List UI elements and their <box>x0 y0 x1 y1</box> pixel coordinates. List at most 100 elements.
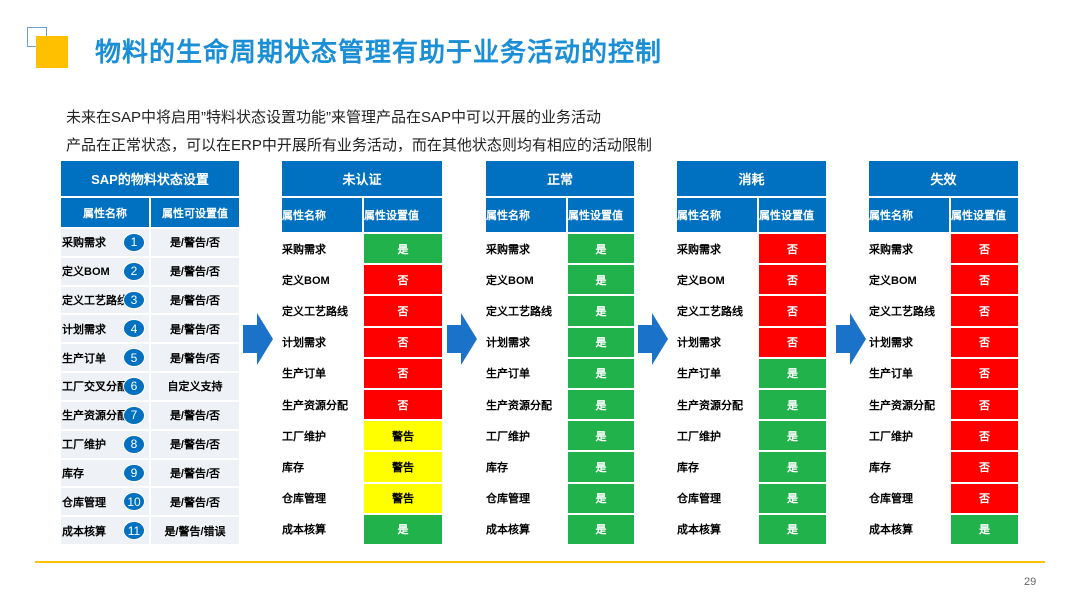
status-value: 是 <box>758 451 827 483</box>
row-value: 自定义支持 <box>150 372 240 401</box>
row-label: 计划需求 <box>281 326 363 358</box>
status-value: 否 <box>758 264 827 296</box>
status-value: 是 <box>363 513 443 545</box>
column-header: 属性设置值 <box>363 197 443 233</box>
arrow-shape <box>447 313 477 365</box>
status-value: 否 <box>950 420 1019 452</box>
row-label: 成本核算 <box>868 513 950 545</box>
status-value: 否 <box>950 264 1019 296</box>
status-value: 是 <box>758 389 827 421</box>
row-value: 是/警告/否 <box>150 487 240 517</box>
row-value: 是/警告/否 <box>150 429 240 459</box>
arrow-shape <box>243 313 273 365</box>
row-label: 定义BOM <box>676 264 758 296</box>
row-value: 是/警告/否 <box>150 228 240 257</box>
status-value: 否 <box>363 295 443 327</box>
row-label: 生产资源分配 <box>868 389 950 421</box>
status-value: 是 <box>567 264 635 296</box>
row-number: 10 <box>123 492 145 512</box>
column-header: 属性名称 <box>281 197 363 233</box>
table-title: 失效 <box>868 160 1019 197</box>
row-label: 定义工艺路线 <box>868 295 950 327</box>
row-number: 4 <box>123 319 145 339</box>
status-value: 是 <box>567 326 635 358</box>
status-value: 警告 <box>363 420 443 452</box>
row-label: 仓库管理 <box>281 482 363 514</box>
row-label: 生产资源分配 <box>281 389 363 421</box>
row-label: 定义工艺路线 <box>485 295 567 327</box>
status-value: 否 <box>363 389 443 421</box>
status-value: 是 <box>758 420 827 452</box>
intro-line: 产品在正常状态，可以在ERP中开展所有业务活动，而在其他状态则均有相应的活动限制 <box>66 137 652 154</box>
column-header: 属性名称 <box>676 197 758 233</box>
table-title: 未认证 <box>281 160 443 197</box>
status-value: 否 <box>950 295 1019 327</box>
row-label: 定义工艺路线 <box>60 285 150 315</box>
status-value: 是 <box>758 482 827 514</box>
status-value: 否 <box>758 233 827 265</box>
status-value: 是 <box>758 513 827 545</box>
row-label: 仓库管理 <box>868 482 950 514</box>
row-label: 库存 <box>281 451 363 483</box>
row-label: 工厂交叉分配 <box>60 372 150 401</box>
row-label: 仓库管理 <box>676 482 758 514</box>
status-value: 否 <box>758 295 827 327</box>
status-value: 否 <box>363 326 443 358</box>
row-label: 定义工艺路线 <box>281 295 363 327</box>
table-title: 正常 <box>485 160 635 197</box>
row-label: 工厂维护 <box>676 420 758 452</box>
row-number: 11 <box>123 521 145 540</box>
column-header: 属性名称 <box>60 197 150 228</box>
row-label: 采购需求 <box>281 233 363 265</box>
row-label: 生产订单 <box>485 357 567 389</box>
page-number: 29 <box>1024 576 1037 588</box>
row-label: 工厂维护 <box>281 420 363 452</box>
row-label: 仓库管理 <box>485 482 567 514</box>
row-label: 采购需求 <box>676 233 758 265</box>
status-value: 否 <box>758 326 827 358</box>
status-value: 警告 <box>363 482 443 514</box>
column-header: 属性名称 <box>485 197 567 233</box>
row-number: 2 <box>123 261 145 281</box>
arrow <box>243 313 273 365</box>
row-label: 计划需求 <box>676 326 758 358</box>
row-value: 是/警告/否 <box>150 400 240 430</box>
row-number: 8 <box>123 434 145 454</box>
row-value: 是/警告/错误 <box>150 516 240 545</box>
row-label: 计划需求 <box>485 326 567 358</box>
status-value: 否 <box>950 326 1019 358</box>
status-value: 是 <box>567 513 635 545</box>
column-header: 属性设置值 <box>758 197 827 233</box>
status-value: 是 <box>567 482 635 514</box>
status-value: 是 <box>567 420 635 452</box>
status-value: 警告 <box>363 451 443 483</box>
row-label: 定义BOM <box>281 264 363 296</box>
row-label: 生产订单 <box>676 357 758 389</box>
status-value: 否 <box>950 482 1019 514</box>
intro-line: 未来在SAP中将启用”特料状态设置功能”来管理产品在SAP中可以开展的业务活动 <box>66 109 602 126</box>
column-header: 属性名称 <box>868 197 950 233</box>
row-number: 7 <box>123 405 145 425</box>
row-label: 库存 <box>868 451 950 483</box>
status-value: 是 <box>567 389 635 421</box>
row-label: 成本核算 <box>485 513 567 545</box>
title: 物料的生命周期状态管理有助于业务活动的控制 <box>95 37 663 67</box>
column-header: 属性可设置值 <box>150 197 240 228</box>
status-value: 否 <box>363 264 443 296</box>
row-number: 5 <box>123 348 145 368</box>
status-value: 否 <box>363 357 443 389</box>
row-label: 生产资源分配 <box>485 389 567 421</box>
status-value: 是 <box>363 233 443 265</box>
status-value: 否 <box>950 451 1019 483</box>
row-value: 是/警告/否 <box>150 314 240 344</box>
status-value: 是 <box>567 451 635 483</box>
row-label: 定义工艺路线 <box>676 295 758 327</box>
row-label: 采购需求 <box>868 233 950 265</box>
row-label: 生产订单 <box>868 357 950 389</box>
row-number: 9 <box>123 463 145 483</box>
row-label: 成本核算 <box>676 513 758 545</box>
row-label: 库存 <box>676 451 758 483</box>
status-value: 是 <box>758 357 827 389</box>
column-header: 属性设置值 <box>950 197 1019 233</box>
